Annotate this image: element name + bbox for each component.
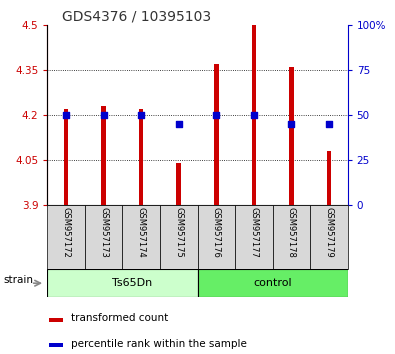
Point [100,112,107,118]
Bar [139,109,143,205]
Text: GSM957179: GSM957179 [324,207,333,258]
Bar [85,205,122,269]
Bar [273,205,310,269]
Text: percentile rank within the sample: percentile rank within the sample [71,338,247,349]
Text: GSM957178: GSM957178 [287,207,296,258]
Point [288,121,295,127]
Bar [64,109,68,205]
Point [213,112,220,118]
Bar [47,269,198,297]
Text: GSM957172: GSM957172 [62,207,71,258]
Bar [177,163,181,205]
Bar [122,205,160,269]
Point [175,121,182,127]
Bar [327,151,331,205]
Point [251,112,257,118]
Text: GSM957175: GSM957175 [174,207,183,258]
Text: GSM957177: GSM957177 [249,207,258,258]
Bar [160,205,198,269]
Text: GSM957176: GSM957176 [212,207,221,258]
Text: GSM957174: GSM957174 [137,207,146,258]
Text: transformed count: transformed count [71,313,168,323]
Point [326,121,332,127]
Point [63,112,70,118]
Bar [289,67,293,205]
Bar [102,106,106,205]
Bar [198,269,348,297]
Bar [47,205,85,269]
Bar [49,343,63,347]
Bar [310,205,348,269]
Bar [49,318,63,322]
Text: GDS4376 / 10395103: GDS4376 / 10395103 [62,10,212,24]
Point [138,112,145,118]
Bar [198,205,235,269]
Bar [252,25,256,205]
Text: GSM957173: GSM957173 [99,207,108,258]
Text: control: control [253,278,292,288]
Text: Ts65Dn: Ts65Dn [112,278,152,288]
Bar [235,205,273,269]
Bar [214,64,218,205]
Text: strain: strain [4,275,34,285]
